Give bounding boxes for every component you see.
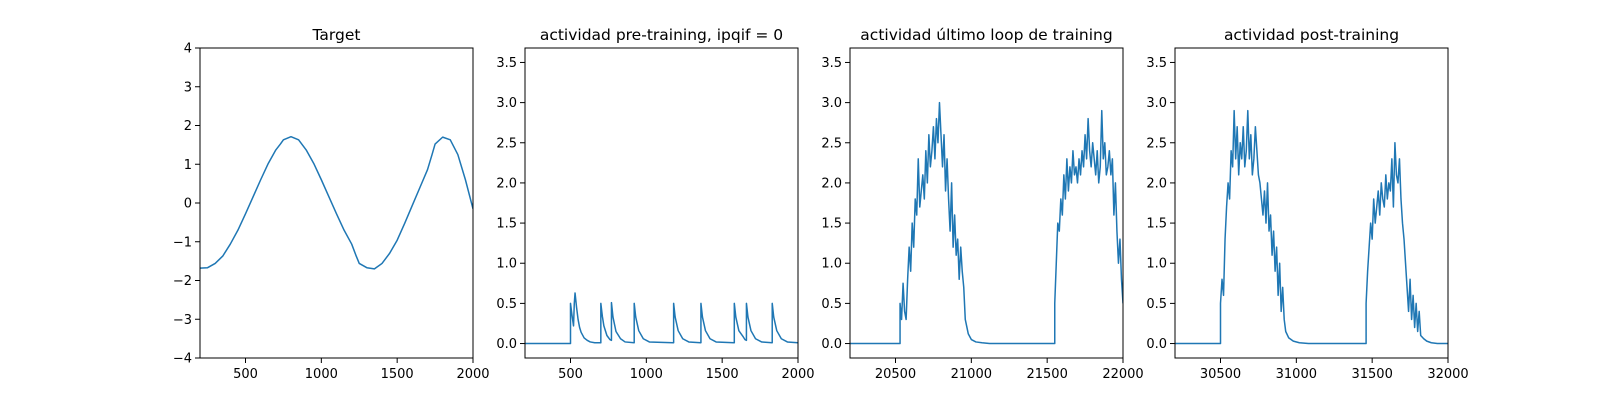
plot-frame [524,47,799,359]
y-tick-label: 0.5 [1146,297,1167,312]
y-tick-label: 1.5 [821,217,842,232]
y-tick-label: 2.5 [1146,136,1167,151]
y-tick-label: 3 [184,80,192,95]
series-line-2-1 [525,292,798,345]
chart-panel-2: 500 1000 1500 2000 0.0 0.5 1.0 1.5 2.0 2.5 3.0 3.5 a… [496,26,814,382]
x-tick-label: 2000 [781,367,814,382]
y-tick-label: 2 [184,119,192,134]
chart-panel-3: 20500 21000 21500 22000 0.0 0.5 1.0 1.5 2.0 2.5 3.… [821,26,1143,382]
y-tick-label: 2.0 [1146,176,1167,191]
x-tick-label: 500 [233,367,258,382]
chart-title: Target [312,26,361,44]
chart-panel-1: 500 1000 1500 2000 −4 −3 −2 −1 0 1 2 3 4 Target [173,26,490,382]
x-tick-label: 22000 [1102,367,1143,382]
x-tick-label: 31000 [1276,367,1317,382]
y-tick-label: 2.5 [496,136,517,151]
x-tick-label: 500 [558,367,583,382]
y-tick-label: 1.0 [496,257,517,272]
plot-frame [849,47,1124,359]
series-line-1-1 [200,135,473,270]
y-tick-label: −1 [173,235,192,250]
x-tick-label: 1500 [706,367,739,382]
y-tick-label: 1.5 [1146,217,1167,232]
y-tick-label: 3.0 [1146,96,1167,111]
x-tick-label: 21500 [1026,367,1067,382]
y-tick-label: 3.5 [1146,56,1167,71]
x-tick-label: 1500 [381,367,414,382]
y-tick-label: 3.0 [496,96,517,111]
plot-frame [199,47,474,359]
y-tick-label: 3.0 [821,96,842,111]
chart-panel-4: 30500 31000 31500 32000 0.0 0.5 1.0 1.5 2.0 2.5 3.… [1146,26,1468,382]
x-tick-label: 32000 [1427,367,1468,382]
y-tick-label: 0.5 [496,297,517,312]
y-tick-label: 0.0 [496,337,517,352]
x-tick-label: 21000 [951,367,992,382]
y-tick-label: 3.5 [496,56,517,71]
y-tick-label: 0.0 [1146,337,1167,352]
y-tick-label: 1.0 [1146,257,1167,272]
y-tick-label: 2.0 [496,176,517,191]
y-tick-label: 1.5 [496,217,517,232]
y-tick-label: 0.5 [821,297,842,312]
x-tick-label: 1000 [630,367,663,382]
x-tick-label: 20500 [875,367,916,382]
y-tick-label: 1 [184,158,192,173]
x-tick-label: 31500 [1351,367,1392,382]
chart-title: actividad pre-training, ipqif = 0 [540,26,783,44]
y-tick-label: −2 [173,274,192,289]
y-tick-label: 0.0 [821,337,842,352]
x-tick-label: 30500 [1200,367,1241,382]
y-tick-label: 4 [184,42,192,57]
y-tick-label: 2.0 [821,176,842,191]
y-tick-label: 3.5 [821,56,842,71]
y-tick-label: −4 [173,352,192,367]
chart-title: actividad último loop de training [860,26,1112,44]
y-tick-label: 2.5 [821,136,842,151]
y-tick-label: 1.0 [821,257,842,272]
y-tick-label: 0 [184,197,192,212]
series-line-4-1 [1175,109,1448,345]
x-tick-label: 1000 [305,367,338,382]
chart-title: actividad post-training [1224,26,1399,44]
series-line-3-1 [850,101,1123,345]
x-tick-label: 2000 [456,367,489,382]
y-tick-label: −3 [173,313,192,328]
plot-frame [1174,47,1449,359]
